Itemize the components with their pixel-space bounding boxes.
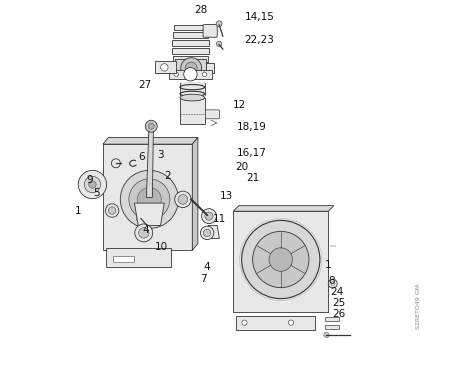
Circle shape [185, 62, 197, 74]
Circle shape [174, 72, 179, 77]
FancyBboxPatch shape [103, 144, 192, 250]
Circle shape [148, 123, 154, 129]
Text: 18,19: 18,19 [237, 122, 267, 132]
Text: 2: 2 [164, 171, 171, 181]
Circle shape [253, 232, 309, 288]
Circle shape [78, 170, 107, 199]
Circle shape [181, 58, 201, 79]
Circle shape [109, 207, 116, 214]
FancyBboxPatch shape [172, 40, 209, 46]
Circle shape [203, 229, 211, 237]
Text: 9: 9 [86, 175, 93, 184]
FancyBboxPatch shape [175, 59, 207, 77]
FancyBboxPatch shape [180, 98, 205, 125]
Circle shape [161, 64, 168, 71]
FancyBboxPatch shape [236, 316, 315, 330]
FancyBboxPatch shape [173, 32, 208, 37]
Circle shape [242, 220, 320, 298]
Text: 12: 12 [233, 100, 246, 110]
FancyBboxPatch shape [113, 255, 134, 262]
Polygon shape [192, 137, 198, 250]
Circle shape [137, 187, 161, 211]
Circle shape [145, 120, 157, 132]
Text: 1: 1 [75, 206, 82, 216]
Circle shape [269, 248, 292, 271]
Polygon shape [135, 203, 164, 226]
FancyBboxPatch shape [173, 56, 208, 62]
Text: 4: 4 [203, 262, 210, 272]
Circle shape [328, 279, 337, 288]
Text: 4: 4 [142, 225, 149, 235]
Circle shape [120, 170, 178, 229]
Text: 3: 3 [157, 150, 164, 160]
Circle shape [205, 212, 213, 220]
Text: 6: 6 [138, 152, 145, 162]
Text: 24: 24 [330, 287, 343, 297]
Circle shape [242, 320, 247, 325]
FancyBboxPatch shape [172, 48, 209, 54]
Text: 8: 8 [328, 276, 335, 286]
Circle shape [216, 21, 222, 27]
Circle shape [201, 209, 217, 224]
Text: 26: 26 [332, 309, 345, 319]
Circle shape [89, 181, 96, 188]
Circle shape [184, 68, 197, 81]
Circle shape [217, 41, 222, 46]
FancyBboxPatch shape [205, 110, 219, 119]
Text: 5: 5 [93, 188, 100, 197]
Circle shape [331, 282, 335, 285]
Polygon shape [208, 226, 219, 239]
Circle shape [135, 224, 153, 242]
Circle shape [105, 204, 119, 217]
Text: 13: 13 [220, 191, 234, 201]
Circle shape [324, 332, 329, 337]
Text: 7: 7 [200, 274, 206, 284]
Text: 1: 1 [325, 260, 331, 270]
Text: 27: 27 [138, 80, 152, 89]
Circle shape [138, 228, 149, 238]
Polygon shape [155, 61, 175, 73]
Circle shape [137, 216, 141, 221]
Ellipse shape [180, 94, 205, 101]
Circle shape [202, 72, 207, 77]
Circle shape [201, 226, 214, 240]
Text: 16,17: 16,17 [237, 148, 267, 159]
Text: 14,15: 14,15 [245, 12, 274, 22]
Circle shape [129, 179, 170, 220]
Circle shape [288, 320, 293, 325]
FancyBboxPatch shape [180, 82, 205, 98]
FancyBboxPatch shape [203, 25, 217, 37]
Text: 22,23: 22,23 [245, 35, 274, 45]
FancyBboxPatch shape [325, 325, 339, 329]
Text: 21: 21 [246, 173, 260, 183]
Circle shape [111, 159, 120, 168]
FancyBboxPatch shape [325, 317, 339, 321]
Circle shape [178, 194, 188, 204]
Text: 25: 25 [332, 298, 345, 308]
Text: 11: 11 [213, 214, 226, 224]
FancyBboxPatch shape [173, 25, 207, 30]
FancyBboxPatch shape [169, 70, 212, 79]
Text: S2RETO49 GM: S2RETO49 GM [416, 283, 421, 329]
FancyBboxPatch shape [233, 211, 328, 312]
Circle shape [84, 176, 100, 193]
Polygon shape [146, 126, 154, 197]
Polygon shape [233, 206, 334, 211]
Text: 10: 10 [155, 242, 168, 252]
Polygon shape [103, 137, 198, 144]
Text: 20: 20 [235, 162, 248, 172]
Text: 28: 28 [194, 5, 208, 15]
Circle shape [175, 191, 191, 208]
FancyBboxPatch shape [106, 248, 171, 267]
FancyBboxPatch shape [206, 63, 214, 73]
